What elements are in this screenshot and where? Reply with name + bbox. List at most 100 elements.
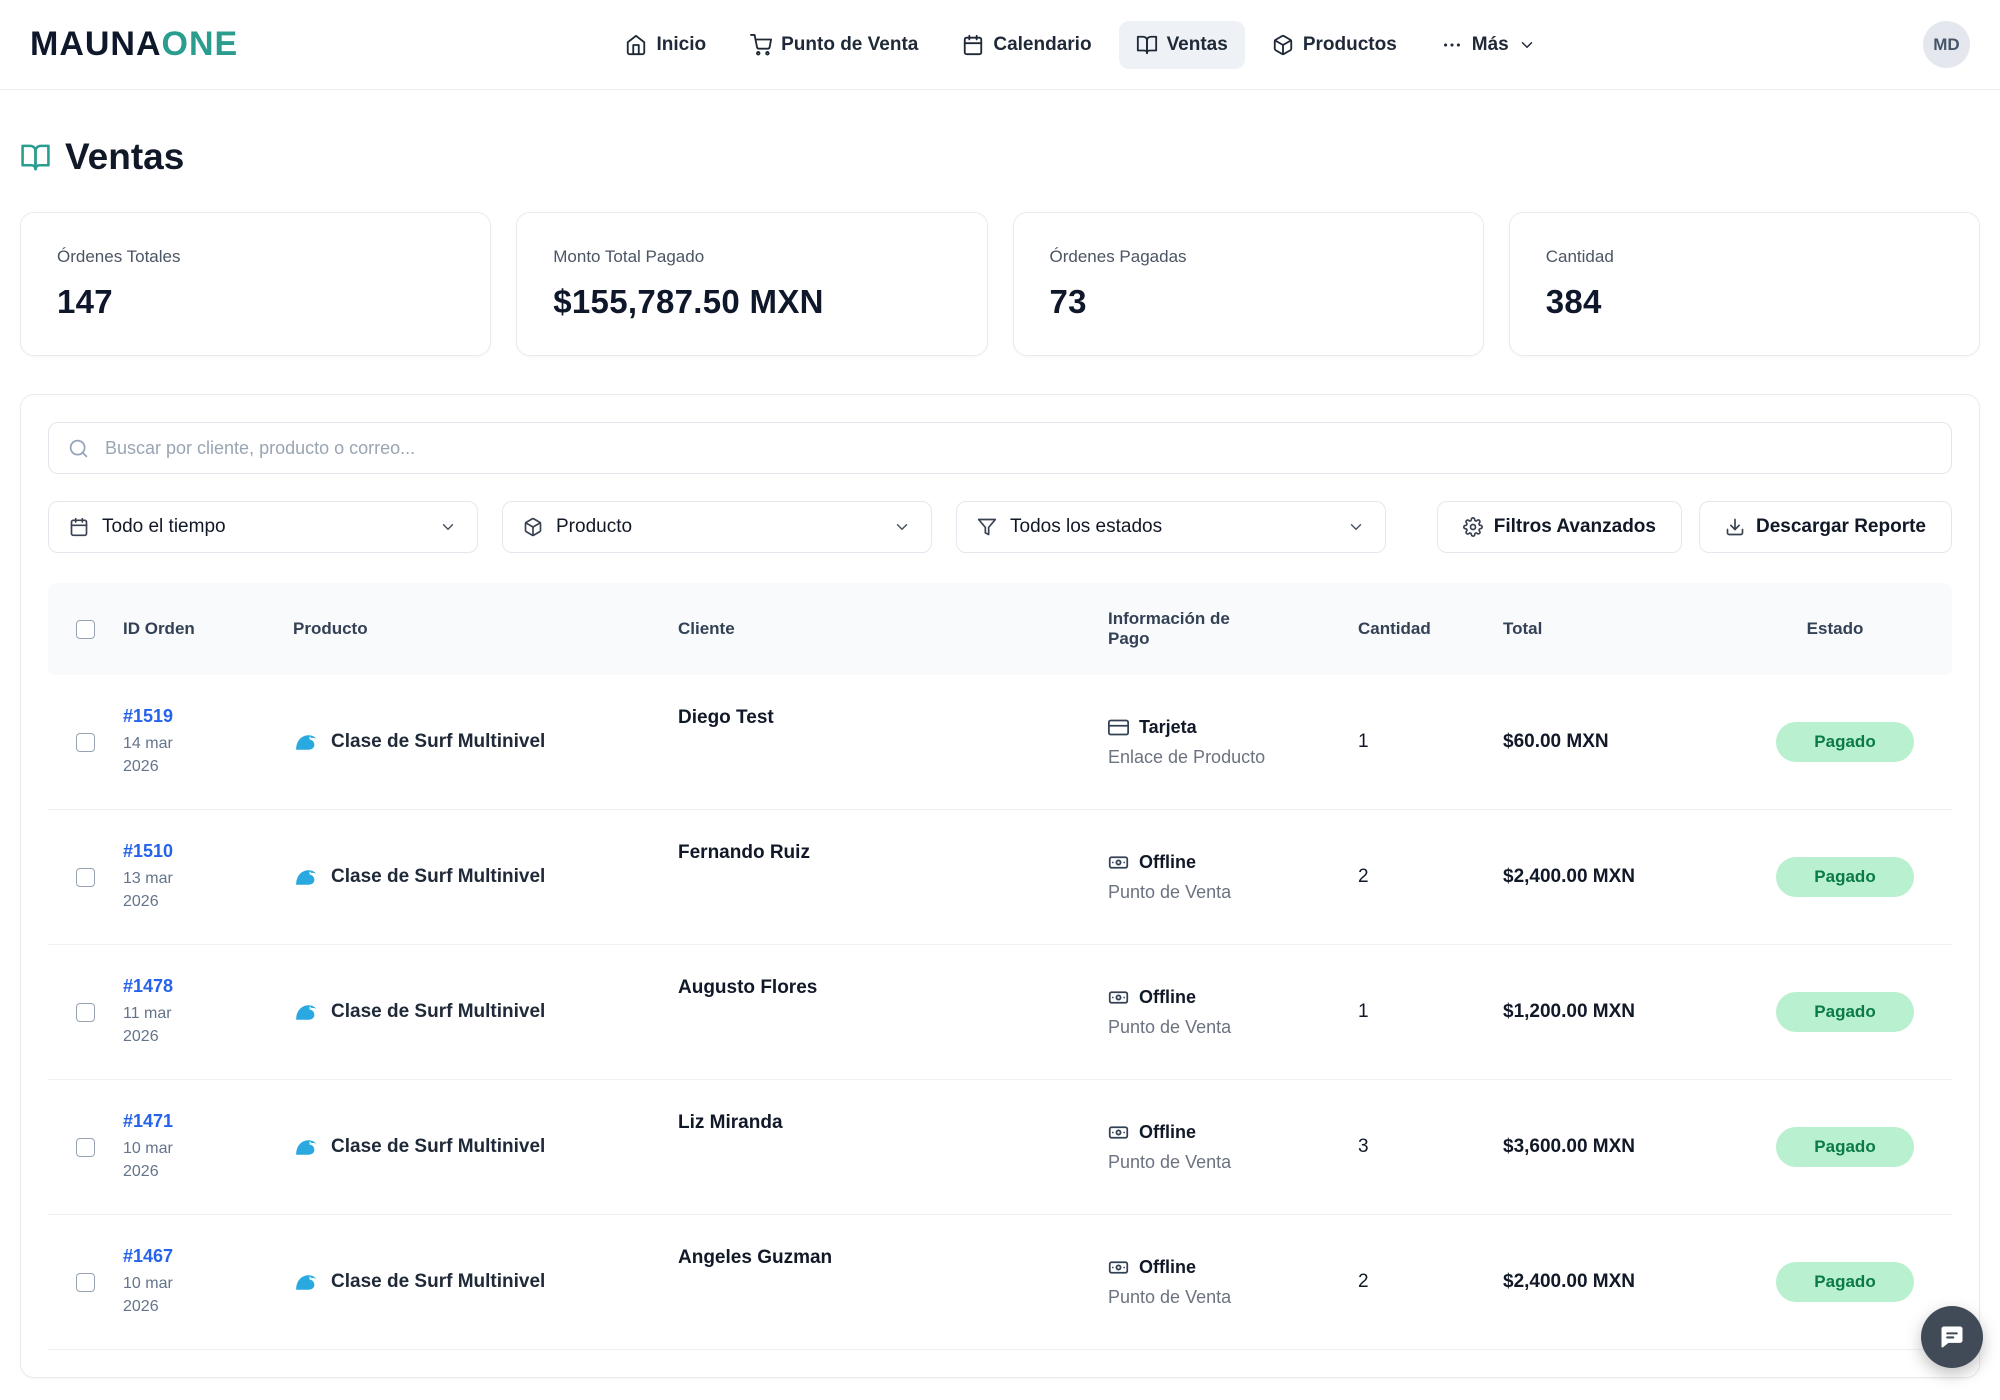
row-select-cell xyxy=(48,1137,123,1157)
table-body: #1519 14 mar 2026 Clase de Surf Multiniv… xyxy=(48,675,1952,1350)
client-name: Angeles Guzman xyxy=(678,1247,833,1268)
package-icon xyxy=(523,517,543,537)
status-badge: Pagado xyxy=(1776,1262,1914,1302)
quantity: 1 xyxy=(1358,731,1369,752)
stat-label: Cantidad xyxy=(1545,247,1614,266)
stats-row: Órdenes Totales 147 Monto Total Pagado $… xyxy=(20,212,1980,356)
order-date: 14 mar 2026 xyxy=(123,735,173,775)
status-cell: Pagado xyxy=(1738,1262,1952,1302)
total-amount: $2,400.00 MXN xyxy=(1503,1271,1636,1292)
chevron-down-icon xyxy=(439,518,457,536)
filter-row: Todo el tiempo Producto Todos los esta xyxy=(48,501,1952,553)
download-report-button[interactable]: Descargar Reporte xyxy=(1698,501,1952,553)
payment-method: Offline xyxy=(1139,986,1196,1007)
order-id-link[interactable]: #1467 xyxy=(123,1246,174,1267)
table-row: #1519 14 mar 2026 Clase de Surf Multiniv… xyxy=(48,675,1952,810)
nav-item-punto-de-venta[interactable]: Punto de Venta xyxy=(733,21,935,69)
status-filter-dropdown[interactable]: Todos los estados xyxy=(956,501,1386,553)
payment-method: Offline xyxy=(1139,1256,1196,1277)
filter-icon xyxy=(977,517,997,537)
payment-channel: Punto de Venta xyxy=(1108,1286,1232,1307)
row-select-cell xyxy=(48,1002,123,1022)
order-id-link[interactable]: #1471 xyxy=(123,1111,174,1132)
status-filter-value: Todos los estados xyxy=(1010,516,1163,537)
order-id-link[interactable]: #1519 xyxy=(123,706,174,727)
order-id-link[interactable]: #1478 xyxy=(123,976,174,997)
product-cell: Clase de Surf Multinivel xyxy=(293,730,678,755)
order-date: 10 mar 2026 xyxy=(123,1140,173,1180)
client-name: Fernando Ruiz xyxy=(678,842,810,863)
time-filter-dropdown[interactable]: Todo el tiempo xyxy=(48,501,478,553)
nav-label: Inicio xyxy=(656,33,707,55)
main-content: Ventas Órdenes Totales 147 Monto Total P… xyxy=(0,136,2000,1378)
gear-icon xyxy=(1462,517,1483,537)
chat-launcher-button[interactable] xyxy=(1921,1306,1983,1368)
calendar-icon xyxy=(962,34,984,56)
avatar[interactable]: MD xyxy=(1923,21,1970,68)
filter-actions: Filtros Avanzados Descargar Reporte xyxy=(1436,501,1952,553)
row-checkbox[interactable] xyxy=(76,1272,95,1292)
nav-item-mas[interactable]: Más xyxy=(1424,21,1553,69)
cart-icon xyxy=(750,33,773,56)
total-amount: $60.00 MXN xyxy=(1503,731,1609,752)
ellipsis-icon xyxy=(1441,34,1463,56)
quantity: 3 xyxy=(1358,1136,1369,1157)
row-checkbox[interactable] xyxy=(76,1137,95,1157)
logo-text-primary: MAUNA xyxy=(30,25,162,63)
nav-item-inicio[interactable]: Inicio xyxy=(608,21,723,69)
row-select-cell xyxy=(48,1272,123,1292)
product-filter-value: Producto xyxy=(556,516,633,537)
stat-value: 384 xyxy=(1545,283,1602,320)
logo-text-accent: ONE xyxy=(161,25,239,63)
table-row: #1510 13 mar 2026 Clase de Surf Multiniv… xyxy=(48,810,1952,945)
quantity: 2 xyxy=(1358,866,1369,887)
sales-icon xyxy=(1136,34,1158,56)
page-header: Ventas xyxy=(20,136,1980,178)
product-cell: Clase de Surf Multinivel xyxy=(293,1135,678,1160)
main-nav: Inicio Punto de Venta Calendario Ventas … xyxy=(608,20,1553,69)
row-checkbox[interactable] xyxy=(76,732,95,752)
banknote-icon xyxy=(1108,852,1129,873)
order-id-cell: #1510 13 mar 2026 xyxy=(123,841,293,913)
column-header-cantidad: Cantidad xyxy=(1358,619,1431,638)
chat-icon xyxy=(1938,1323,1966,1351)
select-all-checkbox[interactable] xyxy=(76,619,95,639)
nav-label: Productos xyxy=(1302,33,1397,55)
order-id-link[interactable]: #1510 xyxy=(123,841,174,862)
nav-item-calendario[interactable]: Calendario xyxy=(945,21,1108,69)
download-report-label: Descargar Reporte xyxy=(1755,516,1926,537)
column-header-cliente: Cliente xyxy=(678,619,735,638)
payment-method: Offline xyxy=(1139,1121,1196,1142)
status-badge: Pagado xyxy=(1776,722,1914,762)
product-name: Clase de Surf Multinivel xyxy=(331,866,546,887)
nav-item-ventas[interactable]: Ventas xyxy=(1118,20,1245,69)
status-cell: Pagado xyxy=(1738,1127,1952,1167)
row-checkbox[interactable] xyxy=(76,1002,95,1022)
advanced-filters-label: Filtros Avanzados xyxy=(1493,516,1656,537)
logo[interactable]: MAUNAONE xyxy=(30,25,238,64)
total-amount: $1,200.00 MXN xyxy=(1503,1001,1636,1022)
product-cell: Clase de Surf Multinivel xyxy=(293,1270,678,1295)
table-row: #1478 11 mar 2026 Clase de Surf Multiniv… xyxy=(48,945,1952,1080)
product-name: Clase de Surf Multinivel xyxy=(331,1136,546,1157)
search-bar xyxy=(48,422,1952,474)
client-name: Diego Test xyxy=(678,707,774,728)
table-header-row: ID Orden Producto Cliente Información de… xyxy=(48,583,1952,675)
banknote-icon xyxy=(1108,1257,1129,1278)
product-name: Clase de Surf Multinivel xyxy=(331,1001,546,1022)
status-badge: Pagado xyxy=(1776,992,1914,1032)
advanced-filters-button[interactable]: Filtros Avanzados xyxy=(1436,501,1682,553)
product-filter-dropdown[interactable]: Producto xyxy=(502,501,932,553)
column-header-informacion-de-pago: Información de Pago xyxy=(1108,609,1230,648)
credit-card-icon xyxy=(1108,717,1129,738)
home-icon xyxy=(625,34,647,56)
nav-item-productos[interactable]: Productos xyxy=(1255,21,1414,69)
client-name: Liz Miranda xyxy=(678,1112,783,1133)
payment-info-cell: Offline Punto de Venta xyxy=(1108,1122,1358,1173)
order-id-cell: #1471 10 mar 2026 xyxy=(123,1111,293,1183)
wave-icon xyxy=(293,1000,318,1025)
payment-info-cell: Offline Punto de Venta xyxy=(1108,1257,1358,1308)
row-checkbox[interactable] xyxy=(76,867,95,887)
time-filter-value: Todo el tiempo xyxy=(102,516,226,537)
search-input[interactable] xyxy=(48,422,1952,474)
